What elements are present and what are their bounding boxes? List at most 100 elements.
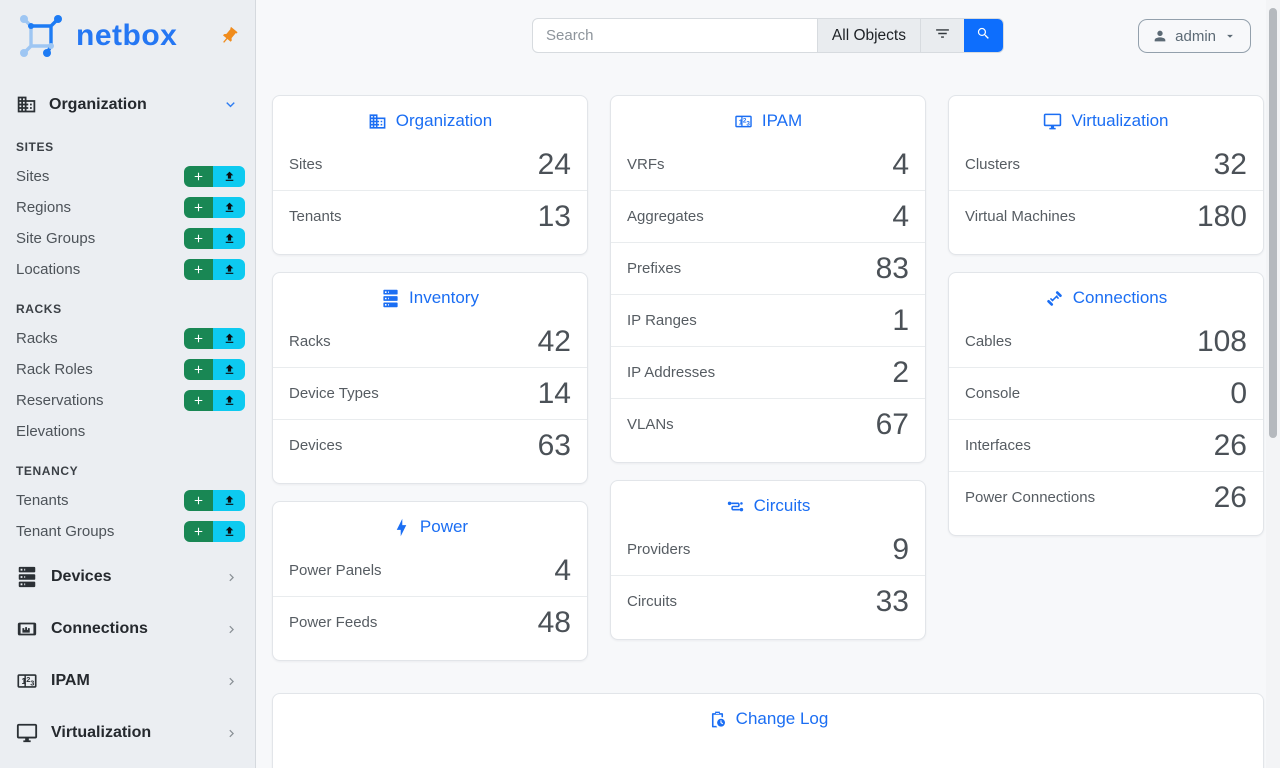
add-button[interactable] <box>184 259 213 280</box>
search-icon <box>976 26 991 46</box>
counter-icon <box>734 112 753 131</box>
stat-row-racks[interactable]: Racks 42 <box>273 316 587 367</box>
add-button[interactable] <box>184 490 213 511</box>
card-body: Clusters 32 Virtual Machines 180 <box>949 139 1263 254</box>
stat-row-ip-ranges[interactable]: IP Ranges 1 <box>611 294 925 346</box>
add-button[interactable] <box>184 197 213 218</box>
stat-label: IP Ranges <box>627 312 697 329</box>
add-button[interactable] <box>184 521 213 542</box>
sidebar-item-reservations[interactable]: Reservations <box>0 385 255 416</box>
add-button[interactable] <box>184 228 213 249</box>
card-title-connections[interactable]: Connections <box>949 273 1263 316</box>
sidebar-item-tenant-groups[interactable]: Tenant Groups <box>0 516 255 547</box>
import-button[interactable] <box>213 259 245 280</box>
card-title-circuits[interactable]: Circuits <box>611 481 925 524</box>
stat-label: Racks <box>289 333 331 350</box>
sidebar-item-tenants[interactable]: Tenants <box>0 485 255 516</box>
add-button[interactable] <box>184 359 213 380</box>
stat-row-virtual-machines[interactable]: Virtual Machines 180 <box>949 190 1263 242</box>
sidebar-section-ipam[interactable]: IPAM <box>0 655 255 707</box>
sidebar-item-site-groups[interactable]: Site Groups <box>0 223 255 254</box>
stat-row-circuits[interactable]: Circuits 33 <box>611 575 925 627</box>
import-button[interactable] <box>213 490 245 511</box>
import-button[interactable] <box>213 228 245 249</box>
card-title-ipam[interactable]: IPAM <box>611 96 925 139</box>
add-button[interactable] <box>184 328 213 349</box>
search-scope-select[interactable]: All Objects <box>816 19 920 52</box>
stat-label: Virtual Machines <box>965 208 1076 225</box>
sidebar-section-virtualization[interactable]: Virtualization <box>0 707 255 759</box>
add-button[interactable] <box>184 390 213 411</box>
stat-label: Providers <box>627 541 691 558</box>
chevron-down-icon <box>222 96 239 113</box>
stat-label: Circuits <box>627 593 678 610</box>
netbox-logo-icon[interactable] <box>16 12 68 60</box>
import-button[interactable] <box>213 328 245 349</box>
card-title-change-log[interactable]: Change Log <box>273 694 1263 737</box>
sidebar-section-connections[interactable]: Connections <box>0 603 255 655</box>
filter-button[interactable] <box>920 19 964 52</box>
stat-label: Devices <box>289 437 343 454</box>
group-heading-tenancy: TENANCY <box>16 464 79 478</box>
card-ipam: IPAM VRFs 4 Aggregates 4 Prefixes 83 IP Ran… <box>610 95 926 463</box>
stat-value: 26 <box>1213 481 1247 514</box>
sidebar-item-locations[interactable]: Locations <box>0 254 255 285</box>
import-button[interactable] <box>213 521 245 542</box>
import-button[interactable] <box>213 390 245 411</box>
card-title-inventory[interactable]: Inventory <box>273 273 587 316</box>
stat-row-prefixes[interactable]: Prefixes 83 <box>611 242 925 294</box>
section-label: Virtualization <box>51 724 152 741</box>
chevron-right-icon <box>224 726 239 741</box>
stat-row-devices[interactable]: Devices 63 <box>273 419 587 471</box>
sidebar-item-racks[interactable]: Racks <box>0 323 255 354</box>
stat-row-vrfs[interactable]: VRFs 4 <box>611 139 925 190</box>
item-label: Tenant Groups <box>16 523 115 540</box>
stat-row-power-feeds[interactable]: Power Feeds 48 <box>273 596 587 648</box>
card-body: VRFs 4 Aggregates 4 Prefixes 83 IP Ranges 1 … <box>611 139 925 462</box>
stat-label: Power Panels <box>289 562 382 579</box>
stat-row-vlans[interactable]: VLANs 67 <box>611 398 925 450</box>
stat-row-interfaces[interactable]: Interfaces 26 <box>949 419 1263 471</box>
import-button[interactable] <box>213 166 245 187</box>
import-button[interactable] <box>213 197 245 218</box>
stat-row-tenants[interactable]: Tenants 13 <box>273 190 587 242</box>
stat-row-clusters[interactable]: Clusters 32 <box>949 139 1263 190</box>
pin-icon[interactable] <box>219 26 239 46</box>
card-body: Providers 9 Circuits 33 <box>611 524 925 639</box>
scrollbar-thumb[interactable] <box>1269 8 1277 438</box>
add-button[interactable] <box>184 166 213 187</box>
sidebar-item-sites[interactable]: Sites <box>0 161 255 192</box>
card-title-virtualization[interactable]: Virtualization <box>949 96 1263 139</box>
stat-row-cables[interactable]: Cables 108 <box>949 316 1263 367</box>
monitor-icon <box>1043 112 1062 131</box>
item-label: Site Groups <box>16 230 96 247</box>
stat-row-power-panels[interactable]: Power Panels 4 <box>273 545 587 596</box>
building-icon <box>16 94 37 115</box>
card-title-organization[interactable]: Organization <box>273 96 587 139</box>
card-title-text: IPAM <box>761 111 803 130</box>
stat-row-sites[interactable]: Sites 24 <box>273 139 587 190</box>
stat-row-aggregates[interactable]: Aggregates 4 <box>611 190 925 242</box>
user-menu-button[interactable]: admin <box>1138 19 1251 53</box>
import-button[interactable] <box>213 359 245 380</box>
stat-value: 0 <box>1230 377 1247 410</box>
sidebar-section-devices[interactable]: Devices <box>0 551 255 603</box>
stat-row-power-connections[interactable]: Power Connections 26 <box>949 471 1263 523</box>
search-input[interactable] <box>533 19 817 52</box>
logo-text[interactable]: netbox <box>76 19 178 52</box>
stat-row-providers[interactable]: Providers 9 <box>611 524 925 575</box>
group-heading-racks: RACKS <box>16 302 62 316</box>
stat-row-console[interactable]: Console 0 <box>949 367 1263 419</box>
item-label: Reservations <box>16 392 104 409</box>
stat-value: 13 <box>537 200 571 233</box>
sidebar-item-elevations[interactable]: Elevations <box>0 416 255 447</box>
search-button[interactable] <box>964 19 1003 52</box>
sidebar-item-regions[interactable]: Regions <box>0 192 255 223</box>
sidebar-item-rack-roles[interactable]: Rack Roles <box>0 354 255 385</box>
stat-row-device-types[interactable]: Device Types 14 <box>273 367 587 419</box>
clipboard-clock-icon <box>708 710 727 729</box>
sidebar-section-organization[interactable]: Organization <box>0 86 255 123</box>
card-title-power[interactable]: Power <box>273 502 587 545</box>
stat-label: Interfaces <box>965 437 1031 454</box>
stat-row-ip-addresses[interactable]: IP Addresses 2 <box>611 346 925 398</box>
